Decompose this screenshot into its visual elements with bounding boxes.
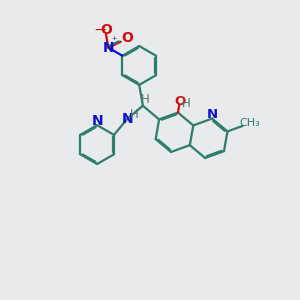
Text: N: N [206, 108, 218, 121]
Text: H: H [182, 97, 191, 110]
Text: ⁺: ⁺ [111, 36, 116, 46]
Text: N: N [122, 112, 134, 126]
Text: −: − [93, 22, 106, 38]
Text: N: N [103, 40, 114, 55]
Text: CH₃: CH₃ [239, 118, 260, 128]
Text: O: O [100, 23, 112, 37]
Text: O: O [121, 31, 133, 45]
Text: H: H [141, 93, 150, 106]
Text: N: N [91, 114, 103, 128]
Text: H: H [130, 108, 138, 121]
Text: O: O [174, 95, 185, 108]
